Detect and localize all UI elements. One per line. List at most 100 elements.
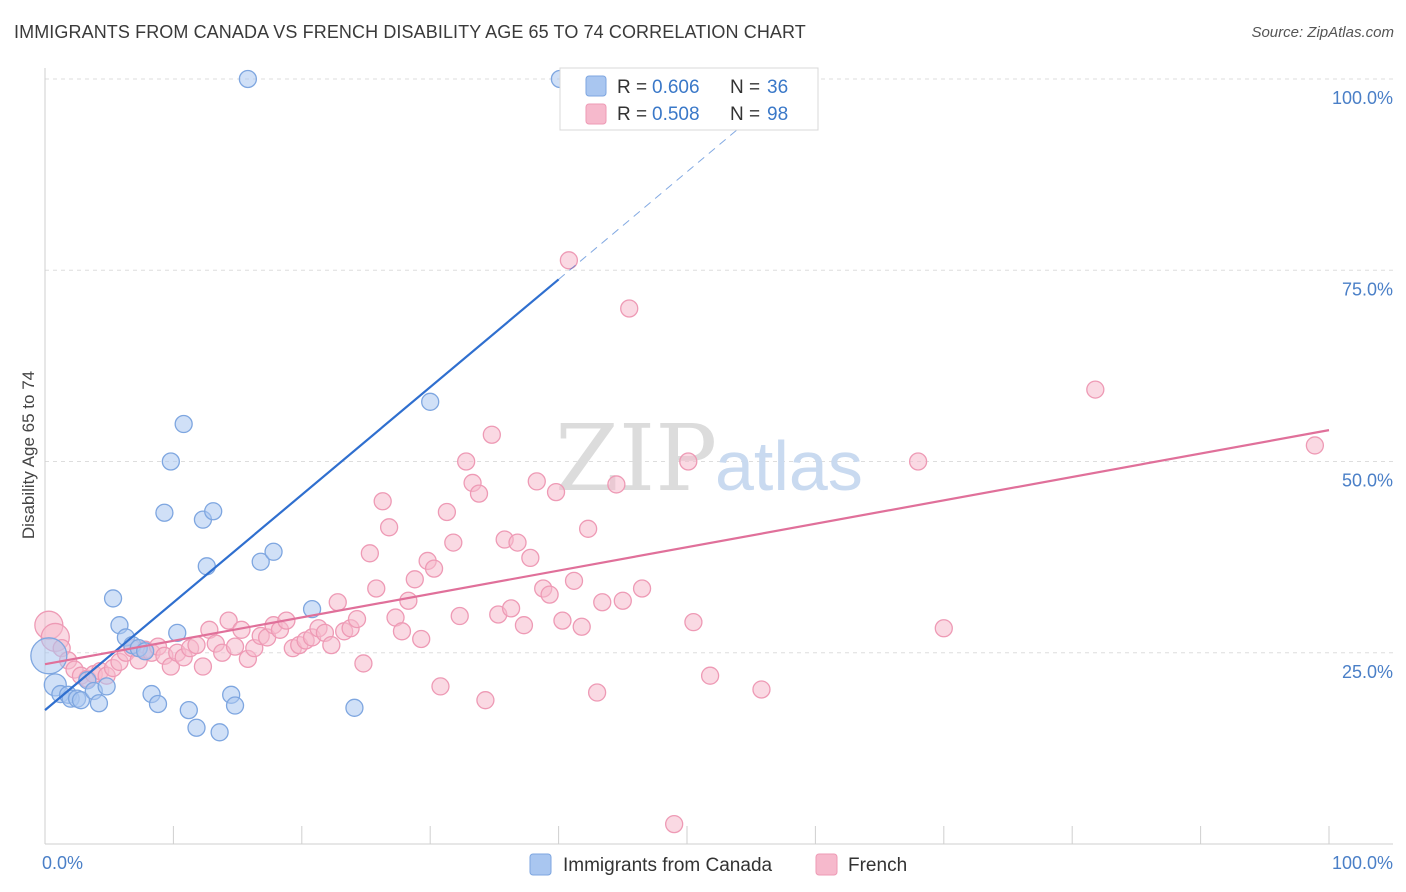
canada-point-24 bbox=[187, 718, 206, 737]
canada-trend-line bbox=[44, 278, 560, 711]
y-tick-label-50: 50.0% bbox=[1342, 471, 1393, 491]
french-point-96 bbox=[908, 452, 928, 471]
canada-point-9 bbox=[89, 694, 109, 713]
canada-point-30 bbox=[225, 696, 245, 715]
chart-title: IMMIGRANTS FROM CANADA VS FRENCH DISABIL… bbox=[14, 22, 806, 42]
legend-swatch-blue bbox=[585, 75, 607, 97]
french-trend-line bbox=[44, 429, 1330, 666]
french-point-93 bbox=[684, 613, 703, 632]
canada-point-32 bbox=[251, 552, 270, 571]
french-point-63 bbox=[444, 533, 463, 552]
french-point-52 bbox=[373, 492, 392, 511]
legend-n-value-blue: 36 bbox=[767, 77, 788, 98]
canada-point-36 bbox=[421, 392, 440, 411]
y-axis-label: Disability Age 65 to 74 bbox=[19, 371, 38, 539]
canada-point-22 bbox=[174, 414, 193, 434]
x-tick-label-0: 0.0% bbox=[42, 853, 83, 873]
french-point-67 bbox=[469, 484, 489, 503]
french-point-95 bbox=[752, 680, 771, 699]
french-point-99 bbox=[1305, 436, 1325, 455]
legend-n-label-pink: N = bbox=[730, 104, 760, 125]
french-point-86 bbox=[593, 593, 612, 612]
french-point-97 bbox=[934, 619, 953, 638]
trend-lines bbox=[44, 128, 1330, 711]
grid-lines bbox=[45, 78, 1393, 654]
canada-point-28 bbox=[210, 723, 229, 742]
french-point-57 bbox=[405, 570, 424, 589]
french-point-49 bbox=[354, 654, 373, 673]
french-point-61 bbox=[431, 677, 450, 696]
canada-points bbox=[30, 69, 570, 742]
french-point-24 bbox=[193, 657, 213, 676]
french-point-69 bbox=[482, 425, 501, 444]
legend-n-label-blue: N = bbox=[730, 77, 760, 98]
y-tick-label-25: 25.0% bbox=[1342, 662, 1393, 682]
series-swatch-french bbox=[815, 853, 838, 876]
french-point-51 bbox=[367, 579, 386, 598]
watermark-atlas: atlas bbox=[715, 427, 863, 505]
source-label: Source: ZipAtlas.com bbox=[1251, 24, 1394, 41]
french-point-56 bbox=[399, 591, 418, 610]
axes bbox=[44, 68, 1393, 845]
french-point-28 bbox=[219, 611, 238, 630]
french-point-92 bbox=[679, 452, 698, 471]
french-point-78 bbox=[540, 585, 559, 604]
french-point-73 bbox=[508, 533, 527, 552]
canada-point-11 bbox=[103, 589, 123, 608]
french-point-50 bbox=[360, 544, 380, 563]
canada-point-34 bbox=[302, 599, 322, 619]
french-point-44 bbox=[322, 635, 341, 655]
legend-r-label-blue: R = bbox=[617, 77, 647, 98]
french-point-45 bbox=[328, 593, 347, 612]
french-point-65 bbox=[457, 452, 476, 471]
canada-trend-extension bbox=[558, 128, 739, 280]
legend-r-value-blue: 0.606 bbox=[652, 77, 700, 98]
series-label-canada: Immigrants from Canada bbox=[563, 855, 773, 876]
legend-swatch-pink bbox=[585, 103, 607, 125]
canada-point-27 bbox=[204, 502, 223, 521]
canada-point-0 bbox=[30, 637, 68, 675]
french-point-55 bbox=[392, 622, 412, 641]
canada-point-21 bbox=[168, 623, 187, 643]
french-point-82 bbox=[564, 571, 584, 590]
french-point-90 bbox=[632, 579, 652, 598]
french-point-79 bbox=[546, 482, 566, 502]
french-point-88 bbox=[613, 591, 632, 610]
french-points bbox=[34, 251, 1325, 834]
canada-point-20 bbox=[161, 452, 180, 471]
french-point-80 bbox=[553, 611, 572, 630]
y-tick-label-75: 75.0% bbox=[1342, 279, 1393, 299]
tick-labels: 25.0% 50.0% 75.0% 100.0% 0.0% 100.0% bbox=[42, 88, 1393, 873]
french-point-68 bbox=[476, 691, 495, 710]
watermark: ZIP atlas bbox=[555, 405, 863, 512]
canada-point-33 bbox=[264, 542, 283, 561]
french-point-85 bbox=[587, 683, 607, 702]
series-swatch-canada bbox=[529, 853, 552, 876]
legend-r-value-pink: 0.508 bbox=[652, 104, 700, 125]
french-point-72 bbox=[501, 599, 521, 618]
french-point-98 bbox=[1086, 380, 1105, 399]
french-point-58 bbox=[412, 629, 431, 649]
canada-point-19 bbox=[155, 503, 174, 522]
canada-point-26 bbox=[197, 557, 216, 576]
series-legend: Immigrants from Canada French bbox=[529, 853, 907, 876]
canada-point-10 bbox=[97, 677, 116, 696]
y-tick-label-100: 100.0% bbox=[1332, 88, 1393, 108]
french-point-75 bbox=[521, 548, 540, 568]
french-point-64 bbox=[450, 606, 469, 626]
x-tick-label-100: 100.0% bbox=[1332, 853, 1393, 873]
french-point-91 bbox=[665, 814, 684, 834]
french-point-60 bbox=[424, 559, 444, 578]
canada-point-35 bbox=[345, 698, 364, 717]
canada-point-31 bbox=[238, 69, 258, 89]
canada-point-6 bbox=[71, 691, 91, 710]
french-point-62 bbox=[437, 502, 457, 522]
french-point-53 bbox=[379, 518, 399, 537]
french-point-48 bbox=[347, 609, 367, 629]
legend-n-value-pink: 98 bbox=[767, 104, 788, 125]
french-point-74 bbox=[514, 616, 534, 635]
canada-point-23 bbox=[179, 700, 198, 720]
french-point-29 bbox=[225, 637, 245, 656]
legend-r-label-pink: R = bbox=[617, 104, 647, 125]
